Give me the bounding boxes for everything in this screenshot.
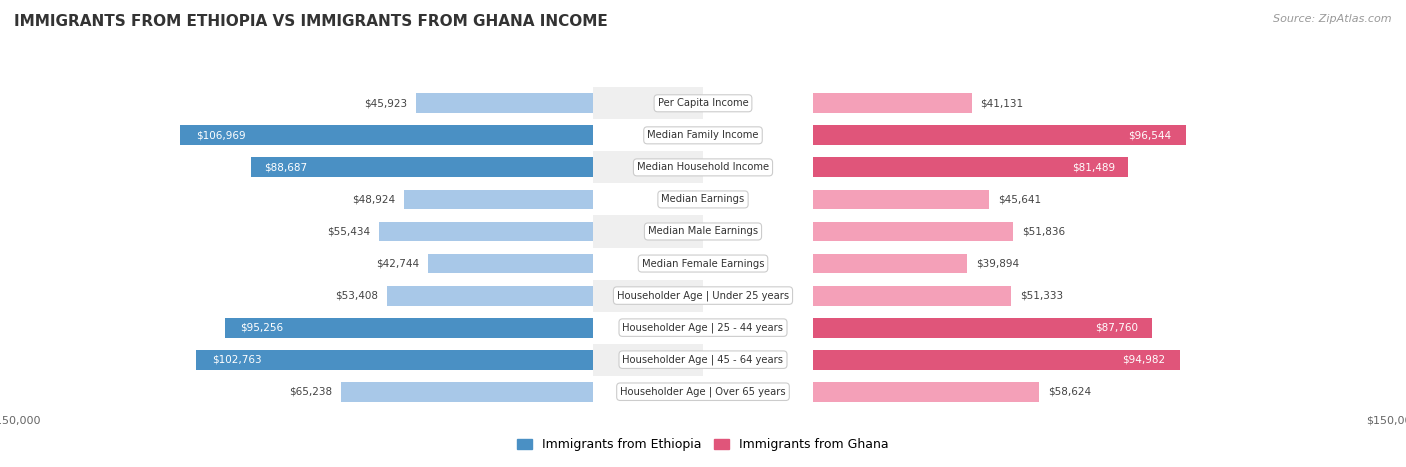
Text: Median Household Income: Median Household Income [637, 163, 769, 172]
Bar [813, 126, 1185, 145]
Bar [0, 376, 813, 408]
Bar [813, 254, 967, 274]
Text: $87,760: $87,760 [1095, 323, 1139, 333]
Bar [387, 286, 593, 305]
Bar [0, 151, 813, 184]
Text: $58,624: $58,624 [1047, 387, 1091, 397]
Text: $81,489: $81,489 [1071, 163, 1115, 172]
Text: $53,408: $53,408 [335, 290, 378, 301]
Text: Householder Age | Over 65 years: Householder Age | Over 65 years [620, 387, 786, 397]
Bar [813, 157, 1128, 177]
Text: $106,969: $106,969 [197, 130, 246, 141]
Bar [593, 280, 1406, 311]
Bar [0, 280, 703, 311]
Bar [813, 93, 972, 113]
Legend: Immigrants from Ethiopia, Immigrants from Ghana: Immigrants from Ethiopia, Immigrants fro… [512, 433, 894, 456]
Bar [0, 215, 813, 248]
Bar [0, 248, 703, 280]
Bar [593, 87, 1406, 119]
Text: $96,544: $96,544 [1128, 130, 1171, 141]
Text: $88,687: $88,687 [264, 163, 308, 172]
Text: Householder Age | 45 - 64 years: Householder Age | 45 - 64 years [623, 354, 783, 365]
Text: Median Female Earnings: Median Female Earnings [641, 259, 765, 269]
Bar [593, 119, 1406, 151]
Bar [0, 184, 813, 215]
Bar [0, 311, 813, 344]
Text: Source: ZipAtlas.com: Source: ZipAtlas.com [1274, 14, 1392, 24]
Text: Median Family Income: Median Family Income [647, 130, 759, 141]
Bar [0, 344, 703, 376]
Text: Median Male Earnings: Median Male Earnings [648, 226, 758, 236]
Bar [593, 311, 1406, 344]
Text: Per Capita Income: Per Capita Income [658, 98, 748, 108]
Bar [0, 151, 703, 184]
Bar [225, 318, 593, 338]
Bar [593, 344, 1406, 376]
Bar [0, 119, 703, 151]
Bar [342, 382, 593, 402]
Text: $55,434: $55,434 [328, 226, 370, 236]
Bar [0, 215, 703, 248]
Bar [427, 254, 593, 274]
Bar [813, 318, 1152, 338]
Text: $48,924: $48,924 [353, 194, 395, 205]
Bar [0, 248, 813, 280]
Text: $102,763: $102,763 [212, 354, 262, 365]
Bar [0, 119, 813, 151]
Bar [378, 221, 593, 241]
Bar [593, 184, 1406, 215]
Bar [197, 350, 593, 369]
Bar [813, 350, 1180, 369]
Text: $42,744: $42,744 [375, 259, 419, 269]
Bar [250, 157, 593, 177]
Bar [593, 376, 1406, 408]
Bar [593, 151, 1406, 184]
Bar [593, 248, 1406, 280]
Text: $45,641: $45,641 [998, 194, 1040, 205]
Bar [813, 286, 1011, 305]
Text: IMMIGRANTS FROM ETHIOPIA VS IMMIGRANTS FROM GHANA INCOME: IMMIGRANTS FROM ETHIOPIA VS IMMIGRANTS F… [14, 14, 607, 29]
Text: Median Earnings: Median Earnings [661, 194, 745, 205]
Bar [813, 190, 990, 209]
Bar [404, 190, 593, 209]
Bar [0, 87, 703, 119]
Bar [813, 382, 1039, 402]
Text: $65,238: $65,238 [290, 387, 332, 397]
Bar [0, 87, 813, 119]
Text: $45,923: $45,923 [364, 98, 406, 108]
Text: Householder Age | 25 - 44 years: Householder Age | 25 - 44 years [623, 322, 783, 333]
Bar [593, 215, 1406, 248]
Text: $41,131: $41,131 [980, 98, 1024, 108]
Bar [0, 376, 703, 408]
Text: $39,894: $39,894 [976, 259, 1019, 269]
Bar [0, 311, 703, 344]
Text: $51,333: $51,333 [1019, 290, 1063, 301]
Bar [416, 93, 593, 113]
Text: $94,982: $94,982 [1122, 354, 1166, 365]
Bar [180, 126, 593, 145]
Text: $95,256: $95,256 [240, 323, 283, 333]
Bar [813, 221, 1014, 241]
Text: $51,836: $51,836 [1022, 226, 1064, 236]
Bar [0, 184, 703, 215]
Bar [0, 280, 813, 311]
Text: Householder Age | Under 25 years: Householder Age | Under 25 years [617, 290, 789, 301]
Bar [0, 344, 813, 376]
